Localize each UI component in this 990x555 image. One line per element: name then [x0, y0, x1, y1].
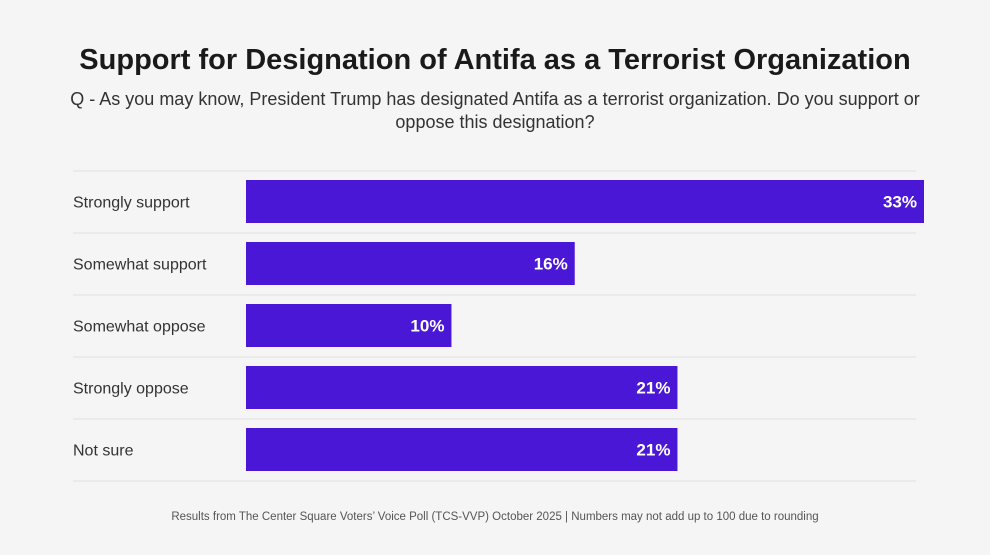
category-label: Not sure: [73, 443, 134, 460]
category-label: Strongly support: [73, 195, 190, 212]
category-label: Somewhat support: [73, 257, 207, 274]
category-label: Strongly oppose: [73, 381, 189, 398]
data-label: 16%: [534, 255, 568, 274]
chart-subtitle: Q - As you may know, President Trump has…: [70, 89, 920, 132]
bar: [246, 304, 452, 347]
chart-title: Support for Designation of Antifa as a T…: [79, 44, 911, 76]
chart-footer: Results from The Center Square Voters’ V…: [171, 511, 819, 523]
bar: [246, 180, 924, 223]
data-label: 21%: [636, 379, 670, 398]
category-label: Somewhat oppose: [73, 319, 206, 336]
data-label: 33%: [883, 193, 917, 212]
data-label: 10%: [410, 317, 444, 336]
bar: [246, 366, 678, 409]
bar: [246, 242, 575, 285]
data-label: 21%: [636, 441, 670, 460]
bar: [246, 428, 678, 471]
